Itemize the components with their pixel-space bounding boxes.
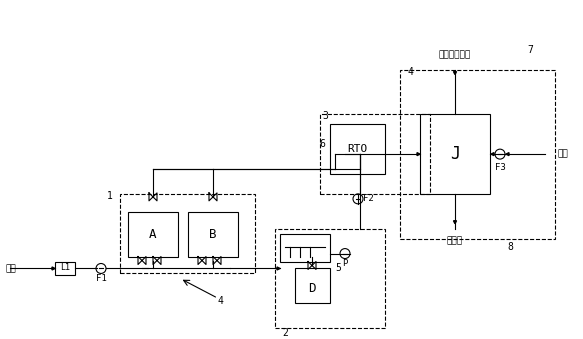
Polygon shape xyxy=(417,153,420,156)
Bar xyxy=(330,124,385,174)
Text: F1: F1 xyxy=(96,274,106,283)
Bar xyxy=(420,114,490,194)
Text: 废气: 废气 xyxy=(5,264,16,273)
Text: J: J xyxy=(450,145,460,163)
Polygon shape xyxy=(454,72,456,75)
Polygon shape xyxy=(277,267,280,270)
Text: D: D xyxy=(308,282,316,295)
Text: 8: 8 xyxy=(507,242,513,252)
Text: 4: 4 xyxy=(407,66,413,77)
Bar xyxy=(280,234,330,261)
Bar xyxy=(400,69,555,239)
Bar xyxy=(128,212,178,257)
Text: 废气打标排放: 废气打标排放 xyxy=(439,50,471,59)
Text: F3: F3 xyxy=(494,162,505,172)
Bar xyxy=(55,261,75,275)
Text: 热利用: 热利用 xyxy=(447,236,463,245)
Bar xyxy=(120,194,255,274)
Text: 6: 6 xyxy=(319,139,325,149)
Bar xyxy=(188,212,238,257)
Text: RTO: RTO xyxy=(347,144,368,154)
Text: 4: 4 xyxy=(217,296,223,306)
Text: A: A xyxy=(149,228,157,241)
Text: 5: 5 xyxy=(335,263,341,274)
Polygon shape xyxy=(52,267,55,270)
Text: 7: 7 xyxy=(527,45,533,55)
Bar xyxy=(295,268,330,303)
Text: 1: 1 xyxy=(107,191,113,201)
Polygon shape xyxy=(506,153,509,156)
Text: B: B xyxy=(209,228,217,241)
Text: P: P xyxy=(342,259,347,268)
Polygon shape xyxy=(491,153,494,156)
Text: F2: F2 xyxy=(363,194,373,203)
Text: 新风: 新风 xyxy=(558,149,569,159)
Polygon shape xyxy=(454,221,456,224)
Bar xyxy=(320,114,430,194)
Text: 2: 2 xyxy=(282,328,288,338)
Text: 3: 3 xyxy=(322,111,328,121)
Text: L1: L1 xyxy=(60,263,70,272)
Bar xyxy=(275,229,385,328)
